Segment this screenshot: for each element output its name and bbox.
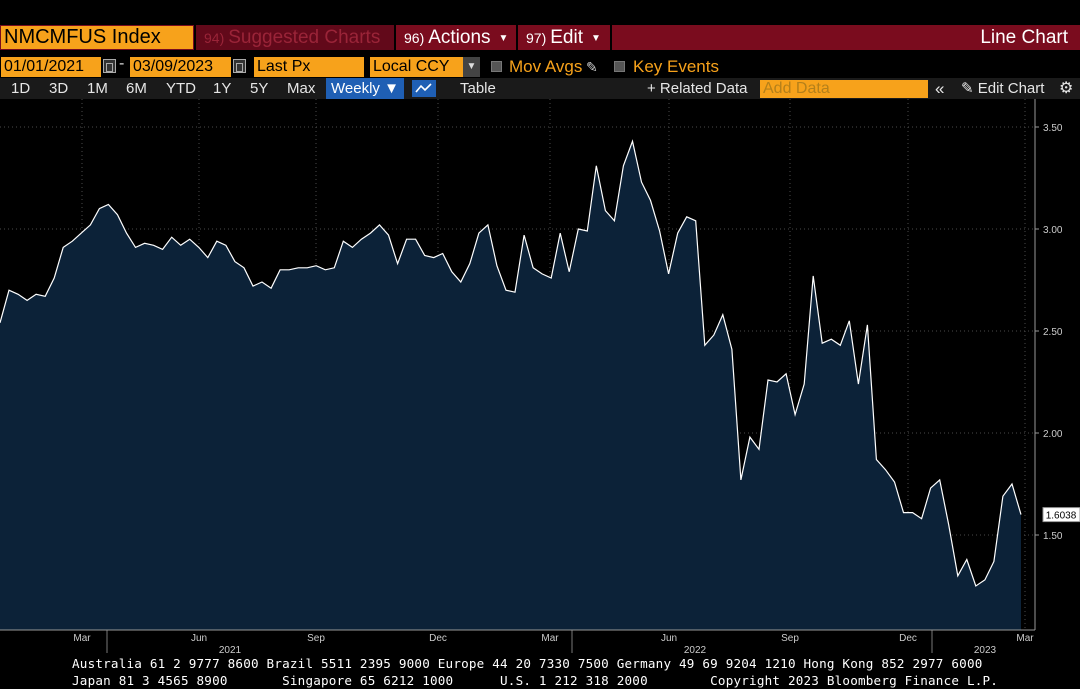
calendar-icon[interactable] [233,59,246,73]
menu-number: 96) [404,30,425,46]
x-tick-label: Dec [429,633,447,644]
caret-down-icon: ▼ [590,33,601,44]
key-events-label: Key Events [633,57,719,76]
x-tick-label: Mar [541,633,559,644]
divider [610,25,612,50]
suggested-charts-menu[interactable]: 94) Suggested Charts [196,25,394,50]
y-tick-label: 2.00 [1043,429,1063,440]
calendar-icon[interactable] [103,59,116,73]
divider [194,25,196,50]
last-value-tag: 1.6038 [1042,507,1080,523]
area-fill-shape [0,141,1021,631]
add-data-input[interactable]: Add Data [760,80,928,98]
period-3d-button[interactable]: 3D [49,80,69,97]
x-tick-label: Jun [661,633,677,644]
menu-label: Suggested Charts [228,27,381,48]
ticker-field[interactable]: NMCMFUS Index [1,26,193,49]
x-tick-label: Dec [899,633,917,644]
menu-number: 97) [526,30,547,46]
edit-chart-button[interactable]: ✎ Edit Chart [961,80,1045,97]
x-tick-label: Jun [191,633,207,644]
caret-down-icon: ▼ [498,33,509,44]
divider [394,25,396,50]
footer-contacts-line-2: Japan 81 3 4565 8900 Singapore 65 6212 1… [72,673,999,688]
title-bar: NMCMFUS Index 94) Suggested Charts 96) Act… [0,25,1080,50]
chart-kind-label: Line Chart [980,27,1068,48]
last-value-box [1042,507,1080,523]
y-tick-label: 3.00 [1043,225,1063,236]
area-fill [0,141,1021,631]
x-tick-label: Mar [1016,633,1034,644]
y-tick-label: 3.50 [1043,123,1063,134]
table-button[interactable]: Table [460,80,496,97]
dropdown-arrow-icon[interactable]: ▼ [463,57,480,77]
series-line-path [0,139,1022,587]
line-chart[interactable]: 1.50 2.00 2.50 3.00 3.50 Mar Jun Sep Dec Mar Jun Se… [0,99,1080,653]
gear-icon[interactable]: ⚙ [1059,80,1074,97]
divider [516,25,518,50]
period-6m-button[interactable]: 6M [126,80,147,97]
series-line [0,139,1022,587]
menu-label: Actions [428,27,491,48]
related-data-button[interactable]: + Related Data [647,80,748,97]
frequency-select[interactable]: Weekly ▼ [326,78,404,99]
year-label: 2022 [684,645,707,653]
date-separator: - [119,55,125,72]
line-chart-icon[interactable] [412,80,436,97]
axes [0,99,1039,653]
period-1y-button[interactable]: 1Y [213,80,232,97]
price-field-select[interactable]: Last Px [254,57,364,77]
year-label: 2021 [219,645,242,653]
start-date-field[interactable]: 01/01/2021 [1,57,101,77]
menu-number: 94) [204,30,225,46]
end-date-field[interactable]: 03/09/2023 [130,57,231,77]
x-tick-label: Mar [73,633,91,644]
key-events-checkbox[interactable] [614,61,625,72]
pencil-icon[interactable]: ✎ [586,59,598,75]
x-tick-label: Sep [307,633,325,644]
mov-avgs-label: Mov Avgs [509,57,583,76]
footer-contacts-line-1: Australia 61 2 9777 8600 Brazil 5511 239… [72,656,983,671]
period-1m-button[interactable]: 1M [87,80,108,97]
period-max-button[interactable]: Max [287,80,316,97]
year-label: 2023 [974,645,997,653]
period-1d-button[interactable]: 1D [11,80,31,97]
menu-label: Edit [550,27,583,48]
actions-menu[interactable]: 96) Actions ▼ [396,25,516,50]
tick-labels: 1.50 2.00 2.50 3.00 3.50 Mar Jun Sep Dec Mar Jun Se… [73,123,1080,653]
edit-menu[interactable]: 97) Edit ▼ [518,25,610,50]
period-ytd-button[interactable]: YTD [166,80,196,97]
mov-avgs-checkbox[interactable] [491,61,502,72]
x-tick-label: Sep [781,633,799,644]
last-value-label: 1.6038 [1046,511,1077,522]
period-5y-button[interactable]: 5Y [250,80,269,97]
currency-select[interactable]: Local CCY [370,57,463,77]
collapse-icon[interactable]: « [935,79,945,98]
y-tick-label: 1.50 [1043,531,1063,542]
y-tick-label: 2.50 [1043,327,1063,338]
